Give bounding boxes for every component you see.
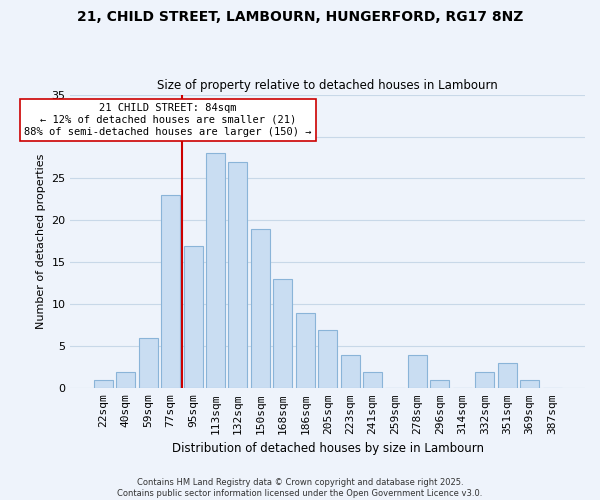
- Bar: [318, 330, 337, 388]
- Bar: [139, 338, 158, 388]
- Bar: [94, 380, 113, 388]
- Bar: [520, 380, 539, 388]
- Bar: [116, 372, 135, 388]
- Bar: [251, 229, 270, 388]
- X-axis label: Distribution of detached houses by size in Lambourn: Distribution of detached houses by size …: [172, 442, 484, 455]
- Bar: [341, 354, 359, 388]
- Bar: [430, 380, 449, 388]
- Bar: [296, 313, 315, 388]
- Bar: [273, 279, 292, 388]
- Text: 21, CHILD STREET, LAMBOURN, HUNGERFORD, RG17 8NZ: 21, CHILD STREET, LAMBOURN, HUNGERFORD, …: [77, 10, 523, 24]
- Bar: [475, 372, 494, 388]
- Text: Contains HM Land Registry data © Crown copyright and database right 2025.
Contai: Contains HM Land Registry data © Crown c…: [118, 478, 482, 498]
- Bar: [161, 196, 180, 388]
- Bar: [229, 162, 247, 388]
- Bar: [363, 372, 382, 388]
- Y-axis label: Number of detached properties: Number of detached properties: [36, 154, 46, 329]
- Bar: [206, 154, 225, 388]
- Bar: [497, 363, 517, 388]
- Bar: [408, 354, 427, 388]
- Text: 21 CHILD STREET: 84sqm
← 12% of detached houses are smaller (21)
88% of semi-det: 21 CHILD STREET: 84sqm ← 12% of detached…: [25, 104, 312, 136]
- Title: Size of property relative to detached houses in Lambourn: Size of property relative to detached ho…: [157, 79, 498, 92]
- Bar: [184, 246, 203, 388]
